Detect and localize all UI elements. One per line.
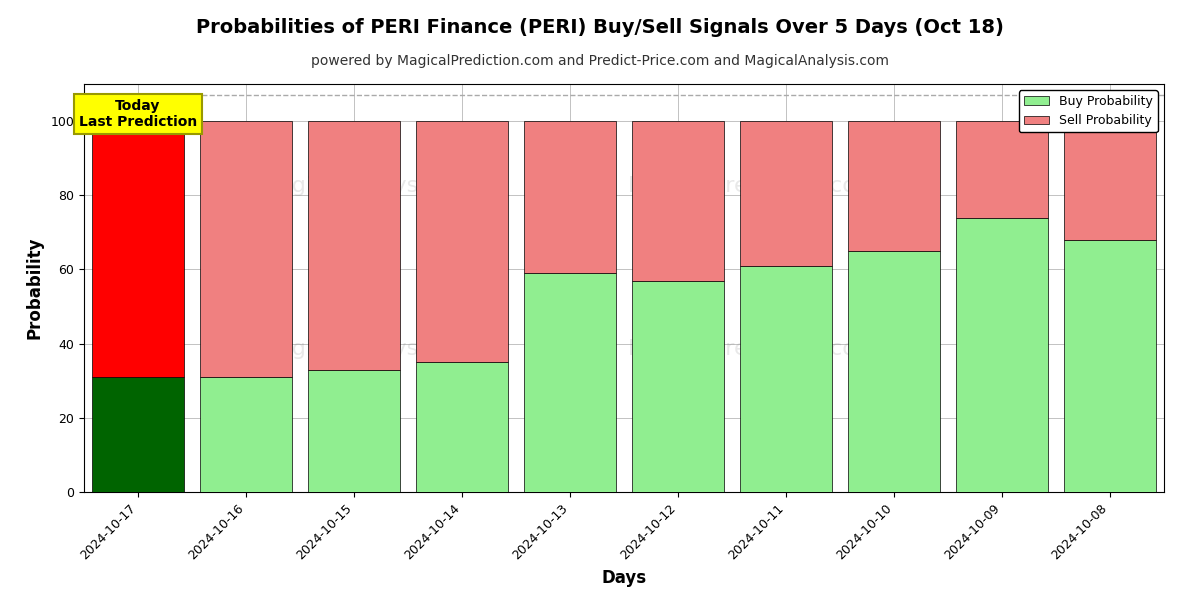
Bar	[848, 121, 940, 251]
Y-axis label: Probability: Probability	[25, 237, 43, 339]
Text: powered by MagicalPrediction.com and Predict-Price.com and MagicalAnalysis.com: powered by MagicalPrediction.com and Pre…	[311, 54, 889, 68]
Text: MagicalAnalysis.com: MagicalAnalysis.com	[259, 339, 492, 359]
Bar	[92, 377, 184, 492]
Bar	[524, 273, 616, 492]
Bar	[632, 281, 724, 492]
Bar	[740, 266, 832, 492]
Text: MagicalAnalysis.com: MagicalAnalysis.com	[259, 176, 492, 196]
Bar	[1064, 240, 1156, 492]
Bar	[1064, 121, 1156, 240]
Bar	[308, 370, 400, 492]
Legend: Buy Probability, Sell Probability: Buy Probability, Sell Probability	[1019, 90, 1158, 133]
Text: MagicalPrediction.com: MagicalPrediction.com	[629, 176, 878, 196]
Bar	[632, 121, 724, 281]
Bar	[416, 121, 508, 362]
Bar	[308, 121, 400, 370]
Bar	[524, 121, 616, 273]
Bar	[956, 121, 1048, 218]
Bar	[740, 121, 832, 266]
Bar	[200, 121, 292, 377]
Text: Probabilities of PERI Finance (PERI) Buy/Sell Signals Over 5 Days (Oct 18): Probabilities of PERI Finance (PERI) Buy…	[196, 18, 1004, 37]
Bar	[848, 251, 940, 492]
Bar	[92, 121, 184, 377]
Bar	[956, 218, 1048, 492]
Bar	[416, 362, 508, 492]
Bar	[200, 377, 292, 492]
X-axis label: Days: Days	[601, 569, 647, 587]
Text: Today
Last Prediction: Today Last Prediction	[79, 99, 197, 129]
Text: MagicalPrediction.com: MagicalPrediction.com	[629, 339, 878, 359]
